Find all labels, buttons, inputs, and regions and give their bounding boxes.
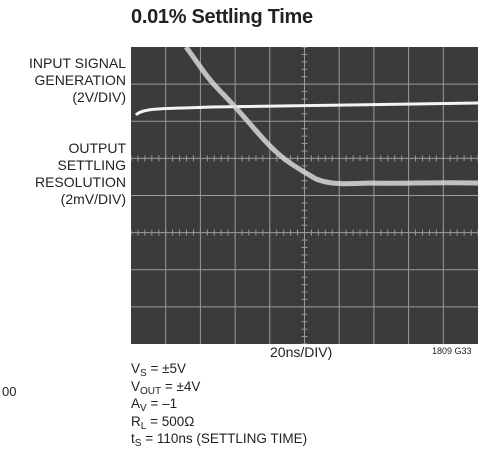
label-line: SETTLING (57, 157, 126, 173)
condition-main: R (131, 413, 141, 429)
output-label: OUTPUT SETTLING RESOLUTION (2mV/DIV) (35, 140, 126, 208)
figure-id: 1809 G33 (432, 346, 472, 356)
condition-main: t (131, 431, 135, 446)
input-label: INPUT SIGNAL GENERATION (2V/DIV) (29, 55, 126, 106)
label-line: (2V/DIV) (72, 89, 126, 105)
condition-sub: L (140, 420, 147, 432)
condition-main: V (131, 361, 141, 376)
condition: tS = 110ns (SETTLING TIME) (131, 430, 308, 449)
condition-rest: = –1 (146, 396, 178, 411)
label-line: (2mV/DIV) (60, 191, 126, 207)
condition-sub: S (134, 438, 142, 449)
input-trace (134, 101, 478, 117)
scope-screen (131, 47, 478, 344)
condition-main: V (131, 378, 141, 394)
condition-main: A (131, 396, 141, 411)
condition: VOUT = ±4V (131, 378, 201, 397)
time-scale: 20ns/DIV) (270, 344, 333, 360)
condition: VS = ±5V (131, 360, 186, 379)
label-line: RESOLUTION (34, 174, 126, 190)
title: 0.01% Settling Time (131, 6, 313, 28)
condition-rest: = ±4V (161, 378, 201, 394)
label-line: GENERATION (34, 72, 126, 88)
condition-rest: = 500Ω (146, 413, 195, 429)
condition-rest: = ±5V (146, 361, 186, 376)
output-trace (183, 47, 478, 187)
label-line: INPUT SIGNAL (29, 55, 126, 71)
grid (131, 47, 478, 344)
condition-rest: = 110ns (SETTLING TIME) (141, 431, 308, 446)
condition-sub: OUT (140, 385, 162, 397)
edge-fragment: 00 (2, 384, 17, 399)
condition-sub: V (140, 403, 147, 414)
label-line: OUTPUT (68, 140, 126, 156)
condition-sub: S (140, 368, 147, 379)
condition: AV = –1 (131, 395, 178, 414)
condition: RL = 500Ω (131, 413, 195, 432)
